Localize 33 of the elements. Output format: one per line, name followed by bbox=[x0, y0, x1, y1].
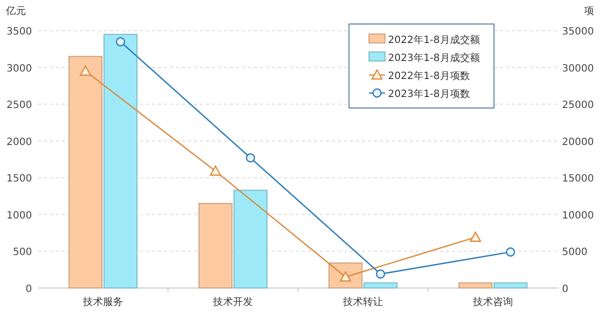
x-tick-label: 技术咨询 bbox=[472, 296, 513, 308]
bar bbox=[494, 282, 528, 288]
y2-tick-label: 25000 bbox=[562, 100, 594, 112]
y-axis-title: 亿元 bbox=[5, 6, 26, 17]
legend-label: 2023年1-8月成交额 bbox=[388, 52, 480, 64]
legend-label: 2023年1-8月项数 bbox=[388, 88, 470, 100]
bar bbox=[198, 202, 232, 288]
legend-label: 2022年1-8月项数 bbox=[388, 70, 470, 82]
bar bbox=[458, 282, 492, 288]
bar bbox=[234, 190, 268, 288]
y-tick-label: 3500 bbox=[6, 26, 32, 38]
x-tick-label: 技术开发 bbox=[212, 296, 253, 308]
y-tick-label: 500 bbox=[12, 247, 32, 258]
bar bbox=[364, 282, 398, 288]
bar bbox=[68, 56, 102, 288]
y2-tick-label: 35000 bbox=[562, 26, 594, 38]
y2-tick-label: 0 bbox=[562, 284, 568, 295]
y-tick-label: 1500 bbox=[6, 174, 32, 185]
y2-tick-label: 5000 bbox=[562, 247, 588, 258]
y-tick-label: 0 bbox=[26, 284, 32, 295]
x-tick-label: 技术服务 bbox=[82, 296, 123, 308]
y2-tick-label: 15000 bbox=[562, 174, 594, 185]
y-tick-label: 2500 bbox=[6, 100, 32, 112]
y2-axis-title: 项 bbox=[584, 6, 594, 17]
bar bbox=[104, 34, 138, 288]
y2-tick-label: 30000 bbox=[562, 63, 594, 74]
y-tick-label: 1000 bbox=[6, 210, 32, 222]
y-tick-label: 3000 bbox=[6, 63, 32, 74]
x-tick-label: 技术转让 bbox=[342, 296, 383, 308]
y2-tick-label: 10000 bbox=[562, 210, 594, 222]
legend-label: 2022年1-8月成交额 bbox=[388, 34, 480, 46]
y2-tick-label: 20000 bbox=[562, 136, 594, 148]
y-tick-label: 2000 bbox=[6, 136, 32, 148]
